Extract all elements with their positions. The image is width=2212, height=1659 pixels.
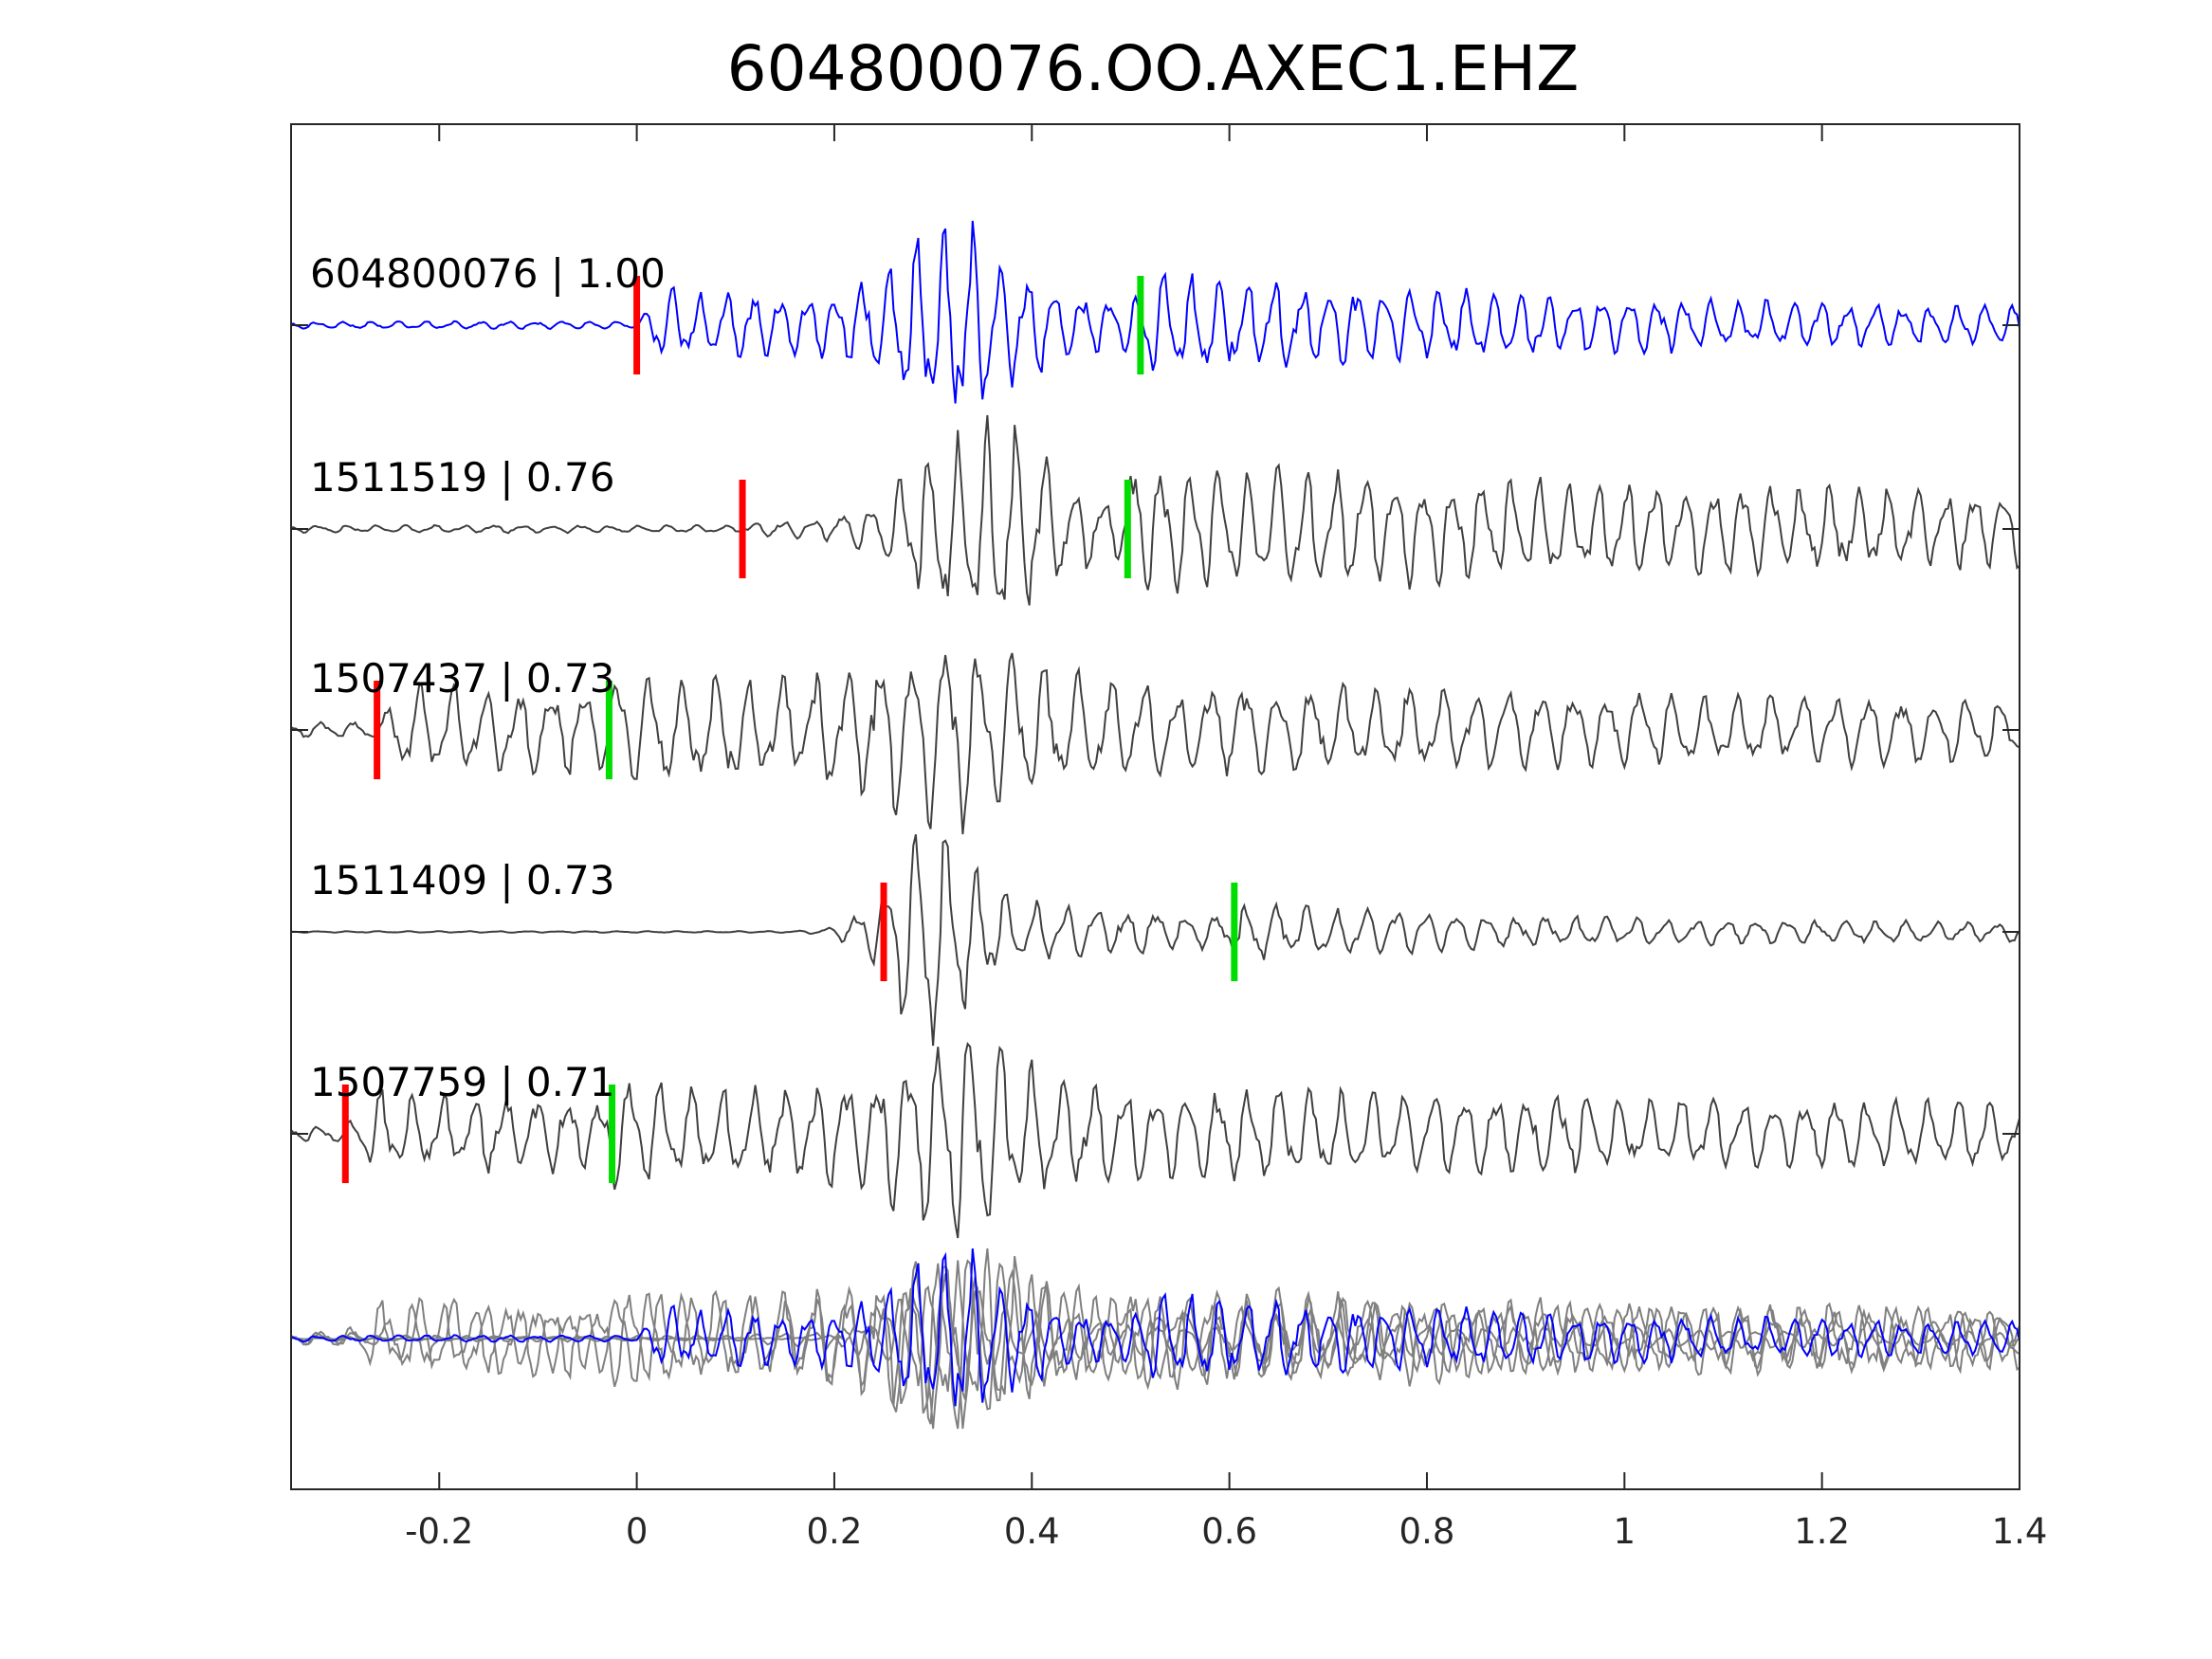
trace-group xyxy=(290,220,2020,1430)
overlay-trace-line xyxy=(291,1248,2020,1400)
trace-line xyxy=(291,414,2020,606)
overlay-reference-line xyxy=(290,1248,2020,1407)
trace-label: 1511519 | 0.76 xyxy=(310,454,614,501)
x-tick-label: 0.8 xyxy=(1399,1511,1455,1552)
trace-label: 1507759 | 0.71 xyxy=(310,1059,614,1105)
x-tick-label: 1.4 xyxy=(1992,1511,2048,1552)
trace-label: 1507437 | 0.73 xyxy=(310,655,614,702)
trace-line xyxy=(290,220,2020,404)
x-tick-label: 1 xyxy=(1614,1511,1636,1552)
trace-label: 604800076 | 1.00 xyxy=(310,250,666,297)
overlay-trace-line xyxy=(290,1261,2020,1430)
plot-frame xyxy=(290,123,2020,1490)
x-axis: -0.2 0 0.2 0.4 0.6 0.8 1 1.2 1.4 xyxy=(405,124,2047,1552)
x-tick-label: 0 xyxy=(626,1511,649,1552)
trace-line xyxy=(290,652,2020,835)
trace-label: 1511409 | 0.73 xyxy=(310,857,614,903)
x-tick-label: 0.6 xyxy=(1201,1511,1257,1552)
x-tick-label: -0.2 xyxy=(405,1511,473,1552)
trace-label-group: 604800076 | 1.00 1511519 | 0.76 1507437 | … xyxy=(310,250,666,1105)
trace-line xyxy=(290,833,2020,1047)
x-tick-label: 0.2 xyxy=(807,1511,863,1552)
trace-line xyxy=(290,1042,2020,1239)
chart-title: 604800076.OO.AXEC1.EHZ xyxy=(727,32,1580,105)
pick-group xyxy=(341,276,1238,1183)
x-tick-label: 0.4 xyxy=(1004,1511,1060,1552)
x-tick-label: 1.2 xyxy=(1794,1511,1850,1552)
